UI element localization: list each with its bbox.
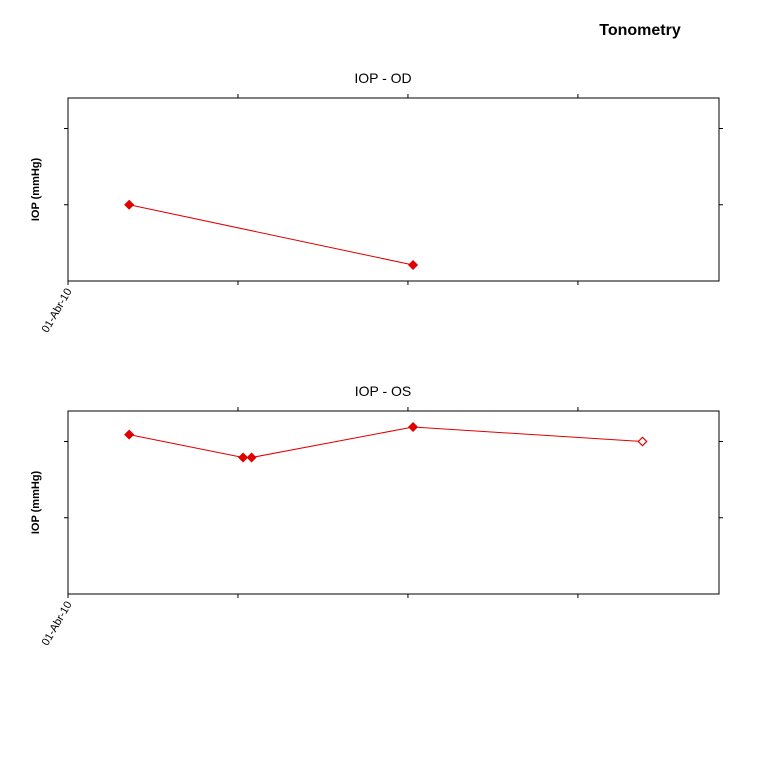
chart-title: IOP - OD xyxy=(354,70,411,86)
iop-os-chart: IOP - OS IOP (mmHg) 01-Abr-10 xyxy=(30,383,723,648)
y-axis-label: IOP (mmHg) xyxy=(30,470,42,534)
page-title: Tonometry xyxy=(599,22,681,39)
data-point xyxy=(125,201,133,209)
data-point xyxy=(409,261,417,269)
data-point xyxy=(125,430,133,438)
data-point xyxy=(638,437,646,445)
iop-od-chart: IOP - OD IOP (mmHg) 01-Abr-10 xyxy=(30,70,723,335)
series-line xyxy=(129,205,413,265)
x-tick-label: 01-Abr-10 xyxy=(40,287,75,335)
chart-title: IOP - OS xyxy=(355,383,412,399)
data-point xyxy=(409,423,417,431)
plot-frame xyxy=(68,98,719,281)
x-tick-label: 01-Abr-10 xyxy=(40,600,75,648)
series-line xyxy=(129,427,642,458)
y-axis-label: IOP (mmHg) xyxy=(30,157,42,221)
data-point xyxy=(239,453,247,461)
data-point xyxy=(247,453,255,461)
plot-frame xyxy=(68,411,719,594)
